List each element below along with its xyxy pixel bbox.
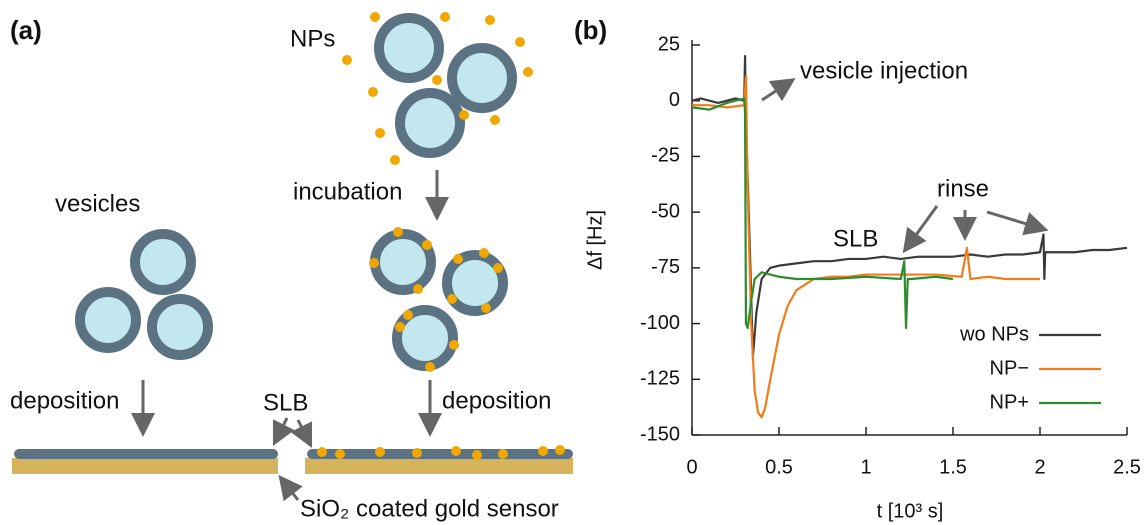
annotation: SLB — [833, 225, 878, 252]
panel-label: (a) — [10, 15, 42, 45]
diagram: NPs incubation vesicles deposition depos… — [10, 12, 573, 522]
panel-label: (b) — [574, 15, 607, 45]
y-tick-label: -100 — [640, 312, 680, 334]
label: vesicles — [55, 190, 140, 217]
y-tick-label: -150 — [640, 423, 680, 445]
y-tick-label: -75 — [651, 256, 680, 278]
y-tick-label: 0 — [669, 89, 680, 111]
chart-decor — [761, 78, 1049, 254]
x-tick-label: 2 — [1034, 456, 1045, 478]
x-tick-label: 1.5 — [939, 456, 967, 478]
label: NPs — [290, 25, 335, 52]
x-axis-label: t [10³ s] — [877, 500, 944, 522]
label: deposition — [442, 387, 551, 414]
legend-label: wo NPs — [959, 323, 1029, 345]
label: SiO₂ coated gold sensor — [300, 495, 559, 522]
label: SLB — [263, 389, 308, 416]
data-line — [692, 75, 1040, 419]
legend-label: NP+ — [990, 391, 1029, 413]
annotation: rinse — [937, 175, 989, 202]
x-tick-label: 1 — [860, 456, 871, 478]
annotation: vesicle injection — [800, 57, 968, 84]
y-tick-label: -25 — [651, 145, 680, 167]
label: incubation — [293, 178, 402, 205]
data-line — [691, 55, 1128, 359]
x-tick-label: 0 — [686, 456, 697, 478]
y-tick-label: -50 — [651, 200, 680, 222]
legend-label: NP− — [990, 357, 1029, 379]
x-tick-label: 2.5 — [1113, 456, 1141, 478]
x-tick-label: 0.5 — [765, 456, 793, 478]
y-tick-label: 25 — [658, 33, 680, 55]
y-axis-label: Δf [Hz] — [584, 210, 606, 270]
y-tick-label: -125 — [640, 368, 680, 390]
label: deposition — [10, 387, 119, 414]
data-line — [691, 97, 954, 330]
